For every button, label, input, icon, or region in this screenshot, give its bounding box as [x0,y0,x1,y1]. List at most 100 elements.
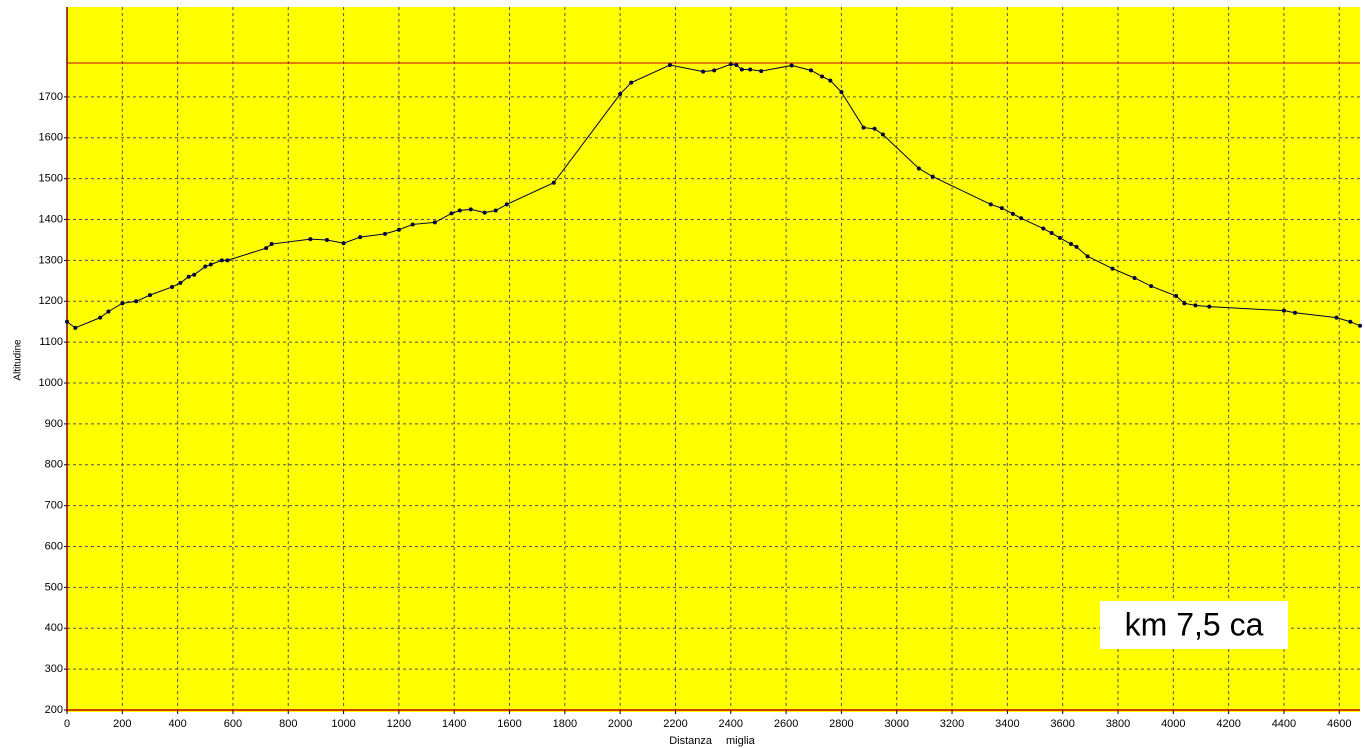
x-tick-label: 2000 [608,718,632,730]
y-tick-label: 700 [45,500,63,512]
point [410,222,415,227]
x-tick-label: 2600 [774,718,798,730]
point [759,69,764,74]
point [1149,284,1154,289]
point [358,235,363,240]
x-axis-unit: miglia [726,735,756,747]
x-tick-label: 1000 [331,718,355,730]
point [1068,242,1073,247]
point [1074,244,1079,249]
x-tick-label: 1600 [497,718,521,730]
x-tick-label: 2800 [829,718,853,730]
point [225,258,230,263]
point [916,166,921,171]
point [988,202,993,207]
point [219,258,224,263]
x-tick-label: 3800 [1106,718,1130,730]
point [820,74,825,79]
point [880,132,885,137]
y-tick-label: 600 [45,540,63,552]
point [789,63,794,68]
point [186,274,191,279]
y-tick-label: 500 [45,581,63,593]
point [457,208,462,213]
point [1348,319,1353,324]
point [383,231,388,236]
point [748,67,753,72]
point [324,237,329,242]
annotation-box [1100,601,1288,649]
point [1085,254,1090,259]
point [208,262,213,267]
point [482,210,487,215]
x-tick-label: 2200 [663,718,687,730]
point [739,67,744,72]
point [734,63,739,68]
x-tick-label: 4000 [1161,718,1185,730]
point [106,309,111,314]
point [551,180,556,185]
point [1049,231,1054,236]
x-tick-label: 3400 [995,718,1019,730]
point [73,325,78,330]
point [828,78,833,83]
point [98,315,103,320]
x-tick-label: 600 [224,718,242,730]
x-tick-label: 800 [279,718,297,730]
point [701,69,706,74]
point [618,92,623,97]
y-tick-label: 800 [45,459,63,471]
x-tick-label: 0 [64,718,70,730]
point [1041,226,1046,231]
x-tick-label: 2400 [719,718,743,730]
point [178,280,183,285]
point [1010,211,1015,216]
plot-area [67,7,1360,712]
point [861,125,866,130]
point [170,284,175,289]
y-tick-label: 300 [45,663,63,675]
y-tick-label: 1000 [39,377,63,389]
point [1293,310,1298,315]
x-tick-label: 3200 [940,718,964,730]
point [1110,266,1115,271]
point [1057,235,1062,240]
point [999,206,1004,211]
point [308,237,313,242]
y-tick-label: 900 [45,418,63,430]
point [504,202,509,207]
y-tick-label: 1100 [39,336,63,348]
x-axis-label: Distanza [669,735,713,747]
x-tick-label: 1800 [553,718,577,730]
point [203,264,208,269]
point [1132,275,1137,280]
point [468,207,473,212]
point [872,126,877,131]
point [493,208,498,213]
point [1358,323,1362,328]
point [432,220,437,225]
x-tick-label: 1200 [387,718,411,730]
point [269,242,274,247]
y-tick-label: 1600 [39,132,63,144]
point [712,68,717,73]
y-tick-label: 1400 [39,213,63,225]
point [808,68,813,73]
point [839,90,844,95]
x-tick-label: 3600 [1050,718,1074,730]
point [1334,315,1339,320]
y-tick-label: 1200 [39,295,63,307]
point [1193,303,1198,308]
point [65,319,69,324]
x-tick-label: 3000 [884,718,908,730]
point [120,301,125,306]
point [1019,216,1024,221]
point [1182,301,1187,306]
y-tick-label: 1500 [39,173,63,185]
x-tick-label: 1400 [442,718,466,730]
point [1281,308,1286,313]
x-tick-label: 4200 [1216,718,1240,730]
point [341,241,346,246]
x-tick-label: 4600 [1327,718,1351,730]
